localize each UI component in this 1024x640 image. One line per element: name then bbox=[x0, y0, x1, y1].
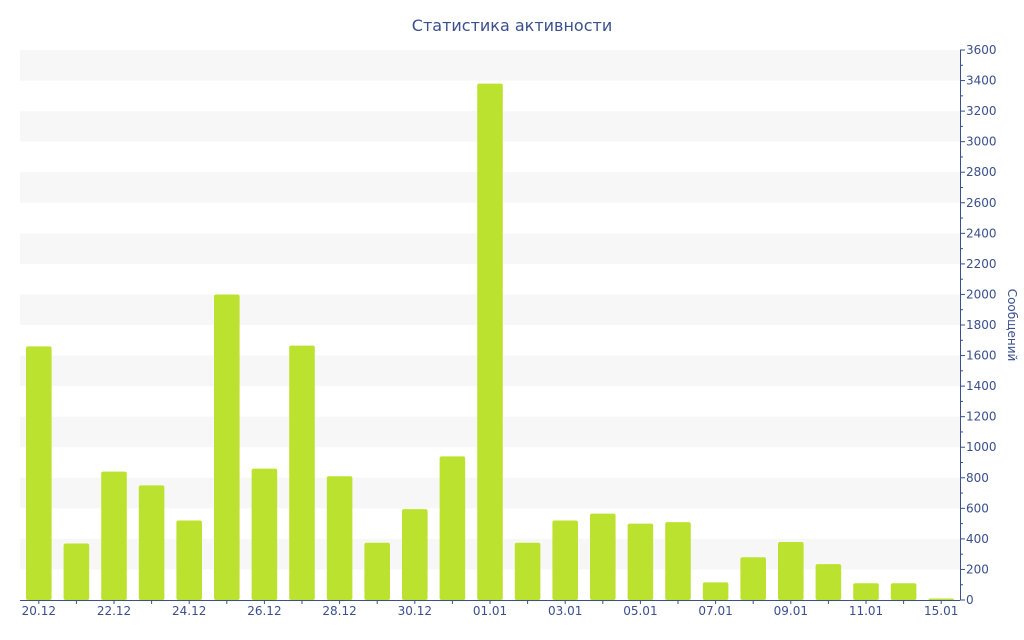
y-tick-label: 3400 bbox=[966, 74, 997, 88]
bar-21.12 bbox=[63, 543, 90, 600]
bar-12.01 bbox=[890, 583, 917, 600]
y-axis: 0 200 400 600 800 1000 1200 1400 1600 1800 2000 220… bbox=[960, 43, 997, 607]
x-tick-label: 24.12 bbox=[172, 604, 206, 618]
y-tick-label: 3200 bbox=[966, 104, 997, 118]
y-tick-label: 1000 bbox=[966, 440, 997, 454]
y-tick-label: 2200 bbox=[966, 257, 997, 271]
x-tick-label: 28.12 bbox=[322, 604, 356, 618]
bar-11.01 bbox=[853, 583, 879, 600]
x-tick-label: 03.01 bbox=[548, 604, 582, 618]
x-axis: 20.12 22.12 24.12 26.12 28.12 30.12 01.01 03.01… bbox=[20, 600, 960, 618]
x-tick-label: 15.01 bbox=[924, 604, 958, 618]
y-tick-label: 2400 bbox=[966, 226, 997, 240]
y-tick-label: 2800 bbox=[966, 165, 997, 179]
bar-08.01 bbox=[740, 557, 766, 600]
y-tick-label: 2000 bbox=[966, 287, 997, 301]
y-tick-label: 1600 bbox=[966, 349, 997, 363]
bar-28.12 bbox=[326, 476, 353, 600]
y-tick-label: 200 bbox=[966, 562, 989, 576]
bar-03.01 bbox=[552, 520, 578, 600]
x-tick-label: 11.01 bbox=[849, 604, 883, 618]
x-tick-label: 22.12 bbox=[97, 604, 131, 618]
x-tick-label: 30.12 bbox=[398, 604, 432, 618]
y-tick-label: 3000 bbox=[966, 135, 997, 149]
x-tick-label: 20.12 bbox=[22, 604, 56, 618]
x-tick-label: 09.01 bbox=[774, 604, 808, 618]
bar-09.01 bbox=[778, 541, 804, 600]
bar-20.12 bbox=[26, 346, 52, 600]
bar-31.12 bbox=[439, 456, 466, 600]
bar-24.12 bbox=[176, 520, 202, 600]
bar-02.01 bbox=[514, 542, 541, 600]
y-tick-label: 1400 bbox=[966, 379, 997, 393]
x-tick-label: 26.12 bbox=[247, 604, 281, 618]
x-tick-label: 01.01 bbox=[473, 604, 507, 618]
x-tick-label: 07.01 bbox=[698, 604, 732, 618]
y-tick-label: 600 bbox=[966, 501, 989, 515]
bars-group bbox=[26, 83, 954, 601]
bar-27.12 bbox=[289, 345, 315, 600]
chart-title: Статистика активности bbox=[412, 16, 612, 35]
bar-29.12 bbox=[364, 542, 390, 600]
bar-22.12 bbox=[101, 471, 127, 600]
grid-band bbox=[20, 50, 960, 81]
bar-15.01 bbox=[928, 598, 954, 600]
bar-26.12 bbox=[251, 468, 278, 600]
bar-05.01 bbox=[627, 523, 654, 600]
bar-25.12 bbox=[214, 294, 240, 600]
bar-04.01 bbox=[590, 513, 616, 600]
y-tick-label: 2600 bbox=[966, 196, 997, 210]
y-tick-label: 400 bbox=[966, 532, 989, 546]
y-tick-label: 1800 bbox=[966, 318, 997, 332]
bar-06.01 bbox=[665, 522, 691, 600]
bar-23.12 bbox=[138, 485, 165, 600]
y-axis-title: Сообщений bbox=[1005, 289, 1019, 362]
y-tick-label: 3600 bbox=[966, 43, 997, 57]
x-tick-label: 05.01 bbox=[623, 604, 657, 618]
y-tick-label: 0 bbox=[966, 593, 974, 607]
y-tick-label: 1200 bbox=[966, 410, 997, 424]
bar-01.01 bbox=[477, 83, 503, 601]
bar-10.01 bbox=[815, 564, 842, 600]
bar-07.01 bbox=[702, 582, 729, 600]
bar-30.12 bbox=[402, 509, 428, 600]
y-tick-label: 800 bbox=[966, 471, 989, 485]
